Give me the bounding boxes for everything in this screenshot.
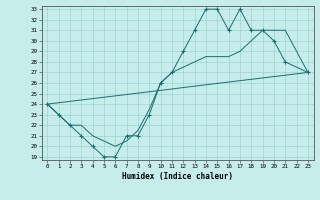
X-axis label: Humidex (Indice chaleur): Humidex (Indice chaleur)	[122, 172, 233, 181]
